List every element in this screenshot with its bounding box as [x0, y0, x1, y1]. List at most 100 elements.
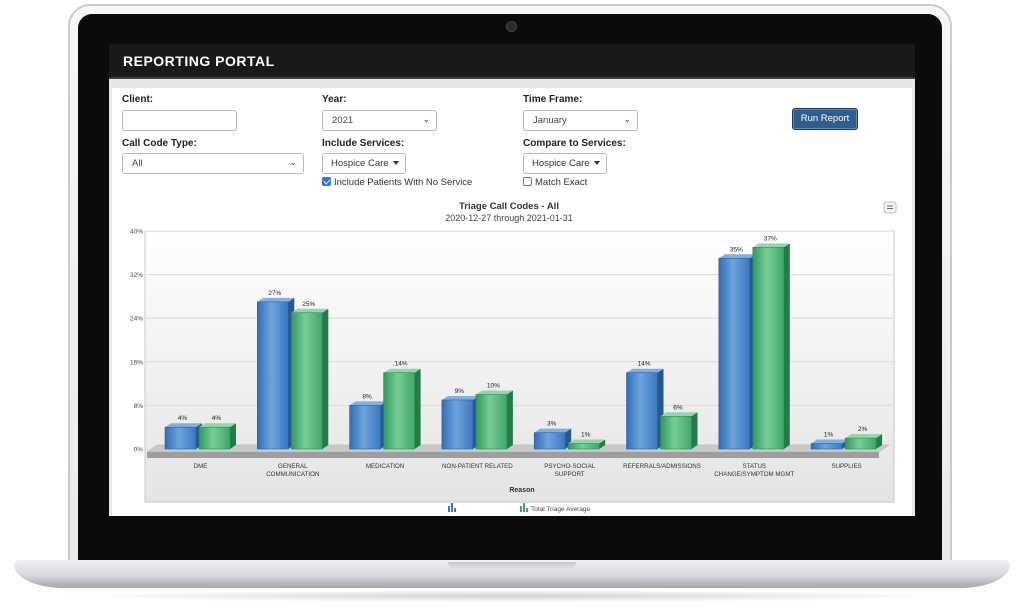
y-tick-label: 24% — [130, 316, 143, 323]
data-label: 8% — [362, 393, 372, 400]
bar-top — [441, 395, 479, 400]
bar — [844, 437, 877, 450]
timeframe-value: January — [533, 115, 567, 126]
bar-side — [599, 439, 606, 449]
data-label: 10% — [487, 383, 500, 390]
bar-top — [568, 439, 606, 444]
include-services-label: Include Services: — [322, 138, 405, 149]
compare-services-dropdown[interactable]: Hospice Care — [523, 153, 607, 174]
bar — [383, 372, 415, 450]
chart-subtitle: 2020-12-27 through 2021-01-31 — [445, 213, 573, 223]
caret-down-icon — [593, 161, 600, 166]
data-label: 9% — [455, 388, 465, 395]
x-axis-title: Reason — [509, 487, 534, 494]
bar-top — [257, 297, 295, 302]
checkbox-checked-icon[interactable] — [322, 177, 331, 186]
bar-side — [691, 412, 698, 449]
bar — [567, 443, 600, 450]
callcode-select[interactable]: All ⌄ — [122, 153, 304, 174]
compare-services-label: Compare to Services: — [523, 138, 626, 149]
data-label: 3% — [547, 421, 557, 428]
client-label: Client: — [122, 94, 154, 105]
webcam-icon — [506, 21, 517, 32]
legend[interactable]: Total Triage Average — [448, 503, 591, 513]
callcode-value: All — [132, 158, 143, 169]
timeframe-label: Time Frame: — [523, 94, 583, 105]
bar-side — [322, 308, 329, 449]
bar-top — [718, 254, 756, 259]
x-tick-label: PSYCHO-SOCIAL — [544, 463, 595, 470]
data-label: 27% — [268, 290, 281, 297]
bar-top — [475, 390, 513, 395]
run-report-button[interactable]: Run Report — [792, 108, 858, 130]
year-select[interactable]: 2021 ⌄ — [322, 110, 437, 131]
include-services-dropdown[interactable]: Hospice Care — [322, 153, 406, 174]
x-tick-label: COMMUNICATION — [266, 471, 319, 478]
data-label: 4% — [178, 415, 188, 422]
x-tick-label: SUPPLIES — [831, 463, 861, 470]
bar — [533, 432, 566, 450]
bar-side — [414, 368, 421, 449]
bar — [349, 405, 381, 450]
data-label: 14% — [637, 361, 650, 368]
laptop-notch — [448, 562, 576, 570]
chart-title: Triage Call Codes - All — [459, 201, 559, 212]
bar — [441, 399, 474, 450]
bar — [752, 247, 785, 450]
year-value: 2021 — [332, 115, 354, 126]
y-tick-label: 16% — [130, 359, 143, 366]
timeframe-select[interactable]: January ⌄ — [523, 110, 638, 131]
match-exact-checkbox[interactable]: Match Exact — [523, 177, 587, 188]
chevron-down-icon: ⌄ — [623, 114, 631, 124]
y-tick-label: 8% — [134, 403, 144, 410]
chevron-down-icon: ⌄ — [422, 114, 430, 124]
laptop-shadow — [60, 590, 964, 602]
bar-top — [752, 243, 790, 248]
legend-green-bars-icon[interactable] — [520, 503, 528, 512]
x-tick-label: SUPPORT — [555, 471, 585, 478]
legend-blue-bars-icon[interactable] — [448, 503, 456, 512]
x-tick-label: NON-PATIENT RELATED — [442, 463, 513, 470]
data-label: 37% — [764, 235, 777, 242]
client-input[interactable] — [122, 110, 237, 131]
data-label: 1% — [581, 432, 591, 439]
bar — [291, 312, 323, 450]
screen: REPORTING PORTAL Client: Year: 2021 ⌄ Ti… — [109, 44, 915, 516]
report-panel: Client: Year: 2021 ⌄ Time Frame: January… — [112, 88, 912, 516]
match-exact-label: Match Exact — [535, 177, 588, 188]
callcode-label: Call Code Type: — [122, 138, 197, 149]
include-no-service-checkbox[interactable]: Include Patients With No Service — [322, 177, 472, 188]
bar-top — [811, 439, 849, 444]
checkbox-unchecked-icon[interactable] — [523, 177, 532, 186]
data-label: 25% — [302, 301, 315, 308]
bar-top — [845, 434, 883, 439]
x-tick-label: REFERRALS/ADMISSIONS — [623, 463, 701, 470]
x-tick-label: STATUS — [743, 463, 767, 470]
data-label: 35% — [730, 246, 743, 253]
x-tick-label: MEDICATION — [366, 463, 404, 470]
y-axis: 0% 8% 16% 24% 32% 40% — [130, 229, 143, 454]
bar-top — [660, 412, 698, 417]
legend-series-2[interactable]: Total Triage Average — [531, 506, 591, 513]
bar-side — [783, 243, 790, 449]
bar-top — [291, 308, 329, 313]
bar-top — [534, 428, 572, 433]
bar — [164, 426, 197, 450]
chart-menu-icon[interactable] — [883, 201, 897, 214]
caret-down-icon — [392, 161, 399, 166]
x-tick-label: DME — [194, 463, 208, 470]
data-label: 4% — [212, 415, 222, 422]
bar-top — [383, 368, 421, 373]
y-tick-label: 40% — [130, 229, 143, 236]
include-no-service-label: Include Patients With No Service — [334, 177, 473, 188]
y-tick-label: 32% — [130, 272, 143, 279]
bars: 4% 4% 27% 25% 8% 14% 9% 10% 3% 1% 14% 6% 35% 37% 1% 2% — [164, 235, 883, 450]
chevron-down-icon: ⌄ — [289, 157, 297, 167]
x-tick-label: GENERAL — [278, 463, 308, 470]
bar-side — [230, 423, 236, 449]
include-services-value: Hospice Care — [331, 158, 389, 169]
bar — [718, 257, 751, 450]
bar-top — [626, 368, 664, 373]
bar-side — [876, 434, 883, 449]
